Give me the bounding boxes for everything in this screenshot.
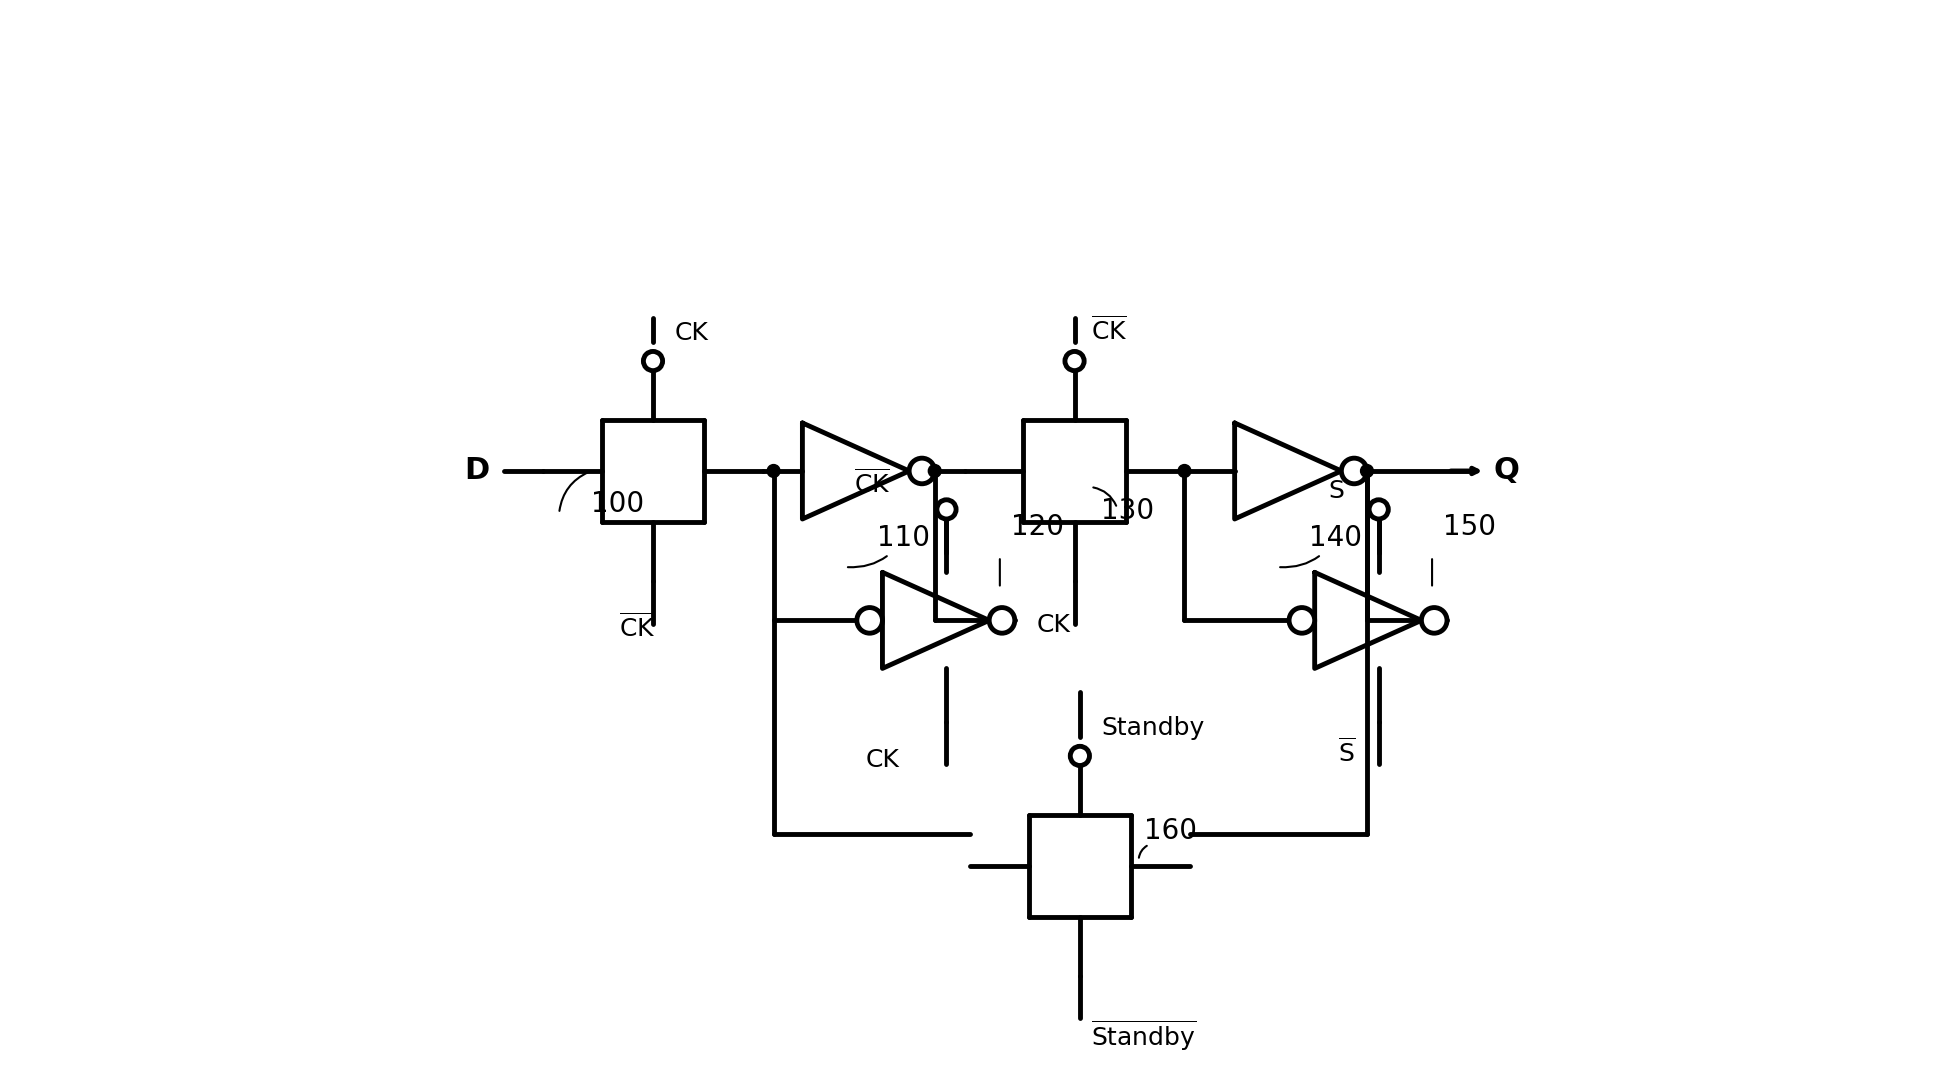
Text: $\overline{\mathrm{S}}$: $\overline{\mathrm{S}}$ <box>1339 738 1356 767</box>
Text: 150: 150 <box>1442 513 1495 541</box>
Circle shape <box>1341 458 1368 484</box>
Text: $\overline{\mathrm{Standby}}$: $\overline{\mathrm{Standby}}$ <box>1090 1019 1196 1053</box>
Circle shape <box>644 351 663 370</box>
Text: 140: 140 <box>1280 523 1362 567</box>
Circle shape <box>1065 351 1084 370</box>
Circle shape <box>1290 608 1315 633</box>
Circle shape <box>910 458 935 484</box>
Text: 120: 120 <box>1010 513 1063 541</box>
Circle shape <box>1178 464 1192 477</box>
Text: S: S <box>1329 479 1344 503</box>
Circle shape <box>1421 608 1446 633</box>
Circle shape <box>1070 746 1090 765</box>
Circle shape <box>767 464 781 477</box>
Text: 100: 100 <box>591 489 644 518</box>
Circle shape <box>857 608 883 633</box>
Text: CK: CK <box>675 321 708 345</box>
Text: 130: 130 <box>1102 496 1155 525</box>
Circle shape <box>1370 500 1388 519</box>
Text: $\overline{\mathrm{CK}}$: $\overline{\mathrm{CK}}$ <box>618 613 656 642</box>
Text: CK: CK <box>865 748 900 773</box>
Text: Q: Q <box>1493 457 1521 486</box>
Text: CK: CK <box>1037 613 1070 637</box>
Text: Standby: Standby <box>1102 716 1204 740</box>
Circle shape <box>1360 464 1374 477</box>
Circle shape <box>937 500 957 519</box>
Text: 110: 110 <box>847 523 930 567</box>
Text: D: D <box>464 457 489 486</box>
Circle shape <box>988 608 1016 633</box>
Text: $\overline{\mathrm{CK}}$: $\overline{\mathrm{CK}}$ <box>1090 316 1127 345</box>
Circle shape <box>928 464 941 477</box>
Text: 160: 160 <box>1145 817 1198 845</box>
Text: $\overline{\mathrm{CK}}$: $\overline{\mathrm{CK}}$ <box>853 469 890 498</box>
